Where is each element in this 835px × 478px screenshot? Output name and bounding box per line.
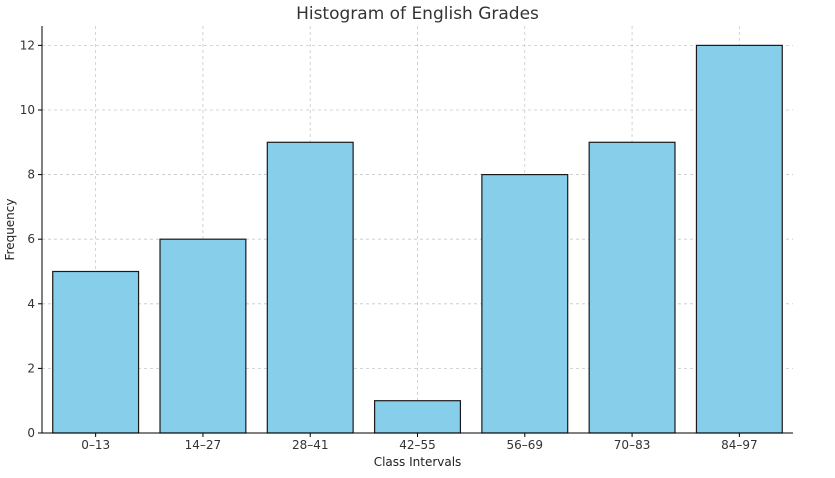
chart-title: Histogram of English Grades: [296, 4, 539, 24]
histogram-bar: [159, 238, 247, 434]
x-tick-label: 56–69: [507, 438, 544, 452]
y-tick-label: 4: [27, 297, 35, 311]
x-tick-label: 28–41: [292, 438, 329, 452]
histogram-bar: [373, 400, 462, 434]
y-tick-label: 0: [27, 426, 35, 440]
x-tick-label: 70–83: [614, 438, 651, 452]
bars-layer: [52, 44, 783, 434]
histogram-bar: [588, 141, 676, 434]
histogram-bar: [52, 270, 140, 434]
y-tick-label: 8: [27, 168, 35, 182]
grid-layer: [42, 26, 793, 434]
x-tick-label: 84–97: [721, 438, 758, 452]
y-tick-label: 6: [27, 232, 35, 246]
y-tick-label: 2: [27, 361, 35, 375]
y-tick-label: 10: [20, 103, 35, 117]
y-axis-title: Frequency: [3, 199, 17, 261]
y-tick-label: 12: [20, 38, 35, 52]
x-axis-title: Class Intervals: [374, 455, 462, 469]
histogram-bar: [695, 44, 783, 434]
ticks-layer: 0 2 4 6 8 10 12 0–13 14–27 28–41 42–55 56–69 70–83 84…: [20, 38, 758, 452]
x-tick-label: 0–13: [81, 438, 110, 452]
histogram-bar: [481, 173, 569, 434]
x-tick-label: 14–27: [185, 438, 222, 452]
histogram-bar: [266, 141, 354, 434]
x-tick-label: 42–55: [399, 438, 436, 452]
